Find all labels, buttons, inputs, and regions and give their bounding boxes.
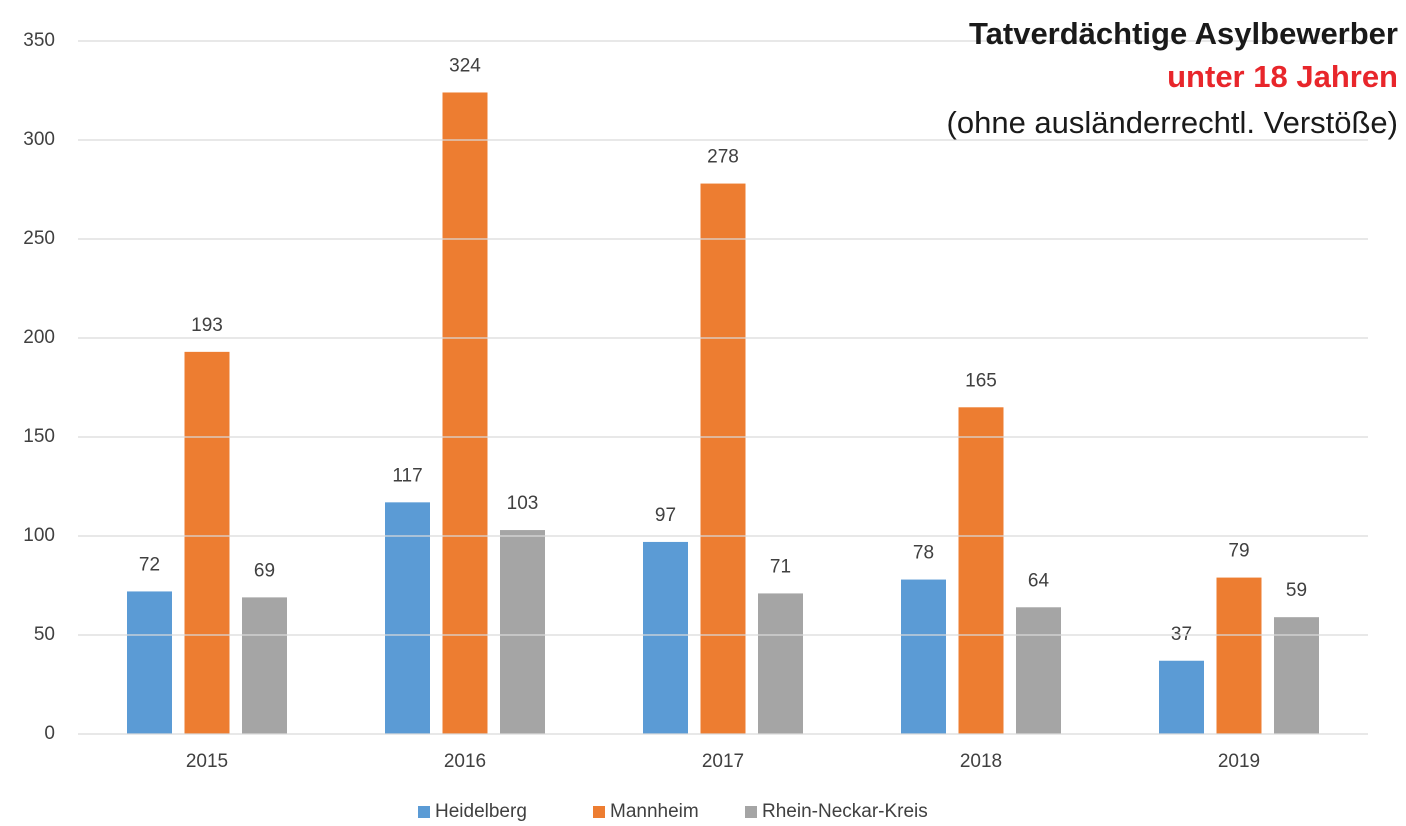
data-label: 278 [707, 147, 739, 168]
bar [901, 579, 946, 734]
data-label: 72 [139, 554, 160, 575]
bar [1159, 660, 1204, 734]
x-tick-label: 2017 [702, 751, 744, 772]
x-tick-label: 2019 [1218, 751, 1260, 772]
data-label: 79 [1228, 541, 1249, 562]
y-tick-label: 250 [23, 228, 55, 249]
chart-annotation: (ohne ausländerrechtl. Verstöße) [947, 105, 1398, 140]
legend-label: Heidelberg [435, 801, 527, 822]
bar [700, 183, 746, 734]
bar [1216, 577, 1262, 734]
data-label: 165 [965, 370, 997, 391]
chart-title: Tatverdächtige Asylbewerber [969, 16, 1398, 51]
legend-label: Rhein-Neckar-Kreis [762, 801, 928, 822]
x-tick-label: 2018 [960, 751, 1002, 772]
data-label: 97 [655, 505, 676, 526]
bar [184, 351, 230, 734]
data-label: 59 [1286, 580, 1307, 601]
data-label: 117 [392, 465, 422, 486]
bar [127, 591, 172, 734]
data-label: 103 [507, 493, 539, 514]
y-tick-label: 50 [34, 624, 55, 645]
data-label: 37 [1171, 624, 1192, 645]
y-tick-label: 100 [23, 525, 55, 546]
legend-label: Mannheim [610, 801, 699, 822]
legend-swatch [418, 806, 430, 818]
data-label: 324 [449, 55, 481, 76]
bar [643, 541, 688, 734]
legend-swatch [745, 806, 757, 818]
y-tick-label: 150 [23, 426, 55, 447]
data-label: 78 [913, 543, 934, 564]
bar [1016, 607, 1061, 734]
data-label: 69 [254, 560, 275, 581]
y-tick-label: 300 [23, 129, 55, 150]
bar [500, 530, 545, 734]
y-tick-label: 200 [23, 327, 55, 348]
data-label: 193 [191, 315, 223, 336]
bar [242, 597, 287, 734]
x-tick-label: 2016 [444, 751, 486, 772]
bar [958, 407, 1004, 734]
data-label: 64 [1028, 570, 1050, 591]
bar [442, 92, 488, 735]
bar [1274, 617, 1319, 734]
y-tick-label: 0 [44, 723, 55, 744]
bar [385, 502, 430, 734]
x-tick-label: 2015 [186, 751, 228, 772]
bar [758, 593, 803, 734]
data-label: 71 [770, 556, 791, 577]
legend-swatch [593, 806, 605, 818]
y-tick-label: 350 [23, 30, 55, 51]
chart-subtitle: unter 18 Jahren [1167, 59, 1398, 94]
